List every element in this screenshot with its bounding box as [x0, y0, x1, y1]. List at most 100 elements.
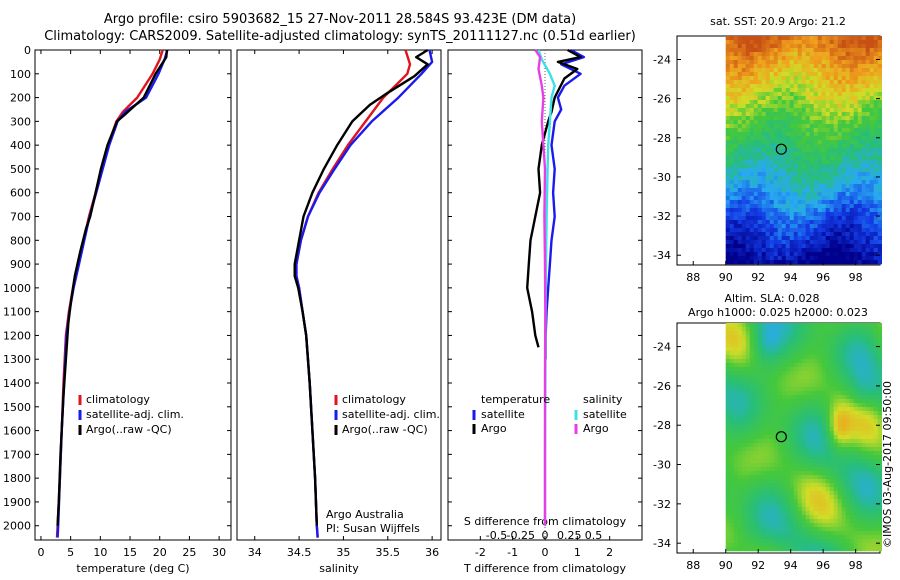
map-cell: [857, 503, 862, 508]
map-cell: [805, 411, 810, 416]
map-cell: [869, 108, 874, 113]
map-cell: [805, 407, 810, 412]
map-cell: [801, 144, 806, 149]
map-cell: [793, 507, 798, 512]
map-cell: [733, 144, 738, 149]
series-line-s-argo: [534, 49, 547, 526]
map-cell: [789, 200, 794, 205]
map-cell: [809, 156, 814, 161]
map-cell: [793, 495, 798, 500]
map-cell: [753, 208, 758, 213]
map-cell: [809, 355, 814, 360]
map-cell: [781, 427, 786, 432]
map-cell: [797, 363, 802, 368]
map-cell: [797, 511, 802, 516]
map-cell: [769, 60, 774, 65]
map-cell: [753, 140, 758, 145]
map-cell: [733, 256, 738, 261]
map-cell: [801, 499, 806, 504]
map-cell: [737, 399, 742, 404]
map-cell: [789, 216, 794, 221]
map-cell: [873, 479, 878, 484]
map-cell: [785, 36, 790, 41]
map-cell: [745, 92, 750, 97]
map-cell: [793, 531, 798, 536]
map-cell: [749, 439, 754, 444]
map-cell: [729, 104, 734, 109]
argo-location-marker: [775, 143, 787, 155]
map-cell: [725, 88, 730, 93]
map-cell: [793, 343, 798, 348]
map-cell: [865, 539, 870, 544]
map-cell: [761, 220, 766, 225]
map-cell: [757, 256, 762, 261]
map-cell: [853, 252, 858, 257]
map-cell: [773, 363, 778, 368]
map-cell: [821, 419, 826, 424]
map-cell: [769, 160, 774, 165]
map-cell: [793, 36, 798, 41]
map-cell: [785, 391, 790, 396]
map-cell: [857, 475, 862, 480]
map-cell: [845, 459, 850, 464]
map-cell: [741, 196, 746, 201]
map-cell: [801, 355, 806, 360]
map-cell: [741, 503, 746, 508]
series-line-argo-raw-qc-: [56, 49, 169, 526]
map-cell: [809, 407, 814, 412]
map-cell: [781, 36, 786, 41]
map-cell: [729, 495, 734, 500]
map-cell: [773, 411, 778, 416]
map-cell: [805, 379, 810, 384]
map-cell: [861, 68, 866, 73]
map-cell: [845, 196, 850, 201]
y-tick-label: -32: [653, 498, 671, 511]
map-cell: [757, 395, 762, 400]
map-cell: [837, 447, 842, 452]
map-cell: [753, 411, 758, 416]
map-cell: [741, 395, 746, 400]
map-cell: [865, 367, 870, 372]
map-cell: [757, 383, 762, 388]
map-cell: [849, 547, 854, 552]
map-cell: [849, 116, 854, 121]
map-cell: [861, 108, 866, 113]
map-cell: [737, 100, 742, 105]
map-cell: [837, 359, 842, 364]
y-tick-label: 1600: [3, 425, 31, 438]
map-cell: [817, 447, 822, 452]
map-cell: [733, 391, 738, 396]
map-cell: [801, 236, 806, 241]
map-cell: [761, 371, 766, 376]
map-cell: [785, 216, 790, 221]
map-cell: [757, 471, 762, 476]
map-cell: [757, 359, 762, 364]
map-cell: [877, 36, 882, 41]
map-cell: [737, 431, 742, 436]
map-cell: [821, 188, 826, 193]
map-cell: [877, 399, 882, 404]
map-cell: [841, 240, 846, 245]
map-cell: [757, 367, 762, 372]
map-cell: [725, 435, 730, 440]
map-cell: [865, 383, 870, 388]
map-cell: [849, 439, 854, 444]
map-cell: [809, 56, 814, 61]
map-cell: [801, 204, 806, 209]
map-cell: [837, 192, 842, 197]
map-cell: [869, 507, 874, 512]
map-cell: [789, 252, 794, 257]
map-cell: [857, 180, 862, 185]
map-cell: [749, 515, 754, 520]
map-cell: [877, 515, 882, 520]
map-cell: [805, 415, 810, 420]
map-cell: [741, 156, 746, 161]
map-cell: [745, 499, 750, 504]
map-cell: [793, 164, 798, 169]
map-cell: [757, 252, 762, 257]
map-cell: [849, 204, 854, 209]
map-cell: [869, 84, 874, 89]
map-cell: [821, 152, 826, 157]
map-cell: [865, 148, 870, 153]
map-cell: [725, 212, 730, 217]
